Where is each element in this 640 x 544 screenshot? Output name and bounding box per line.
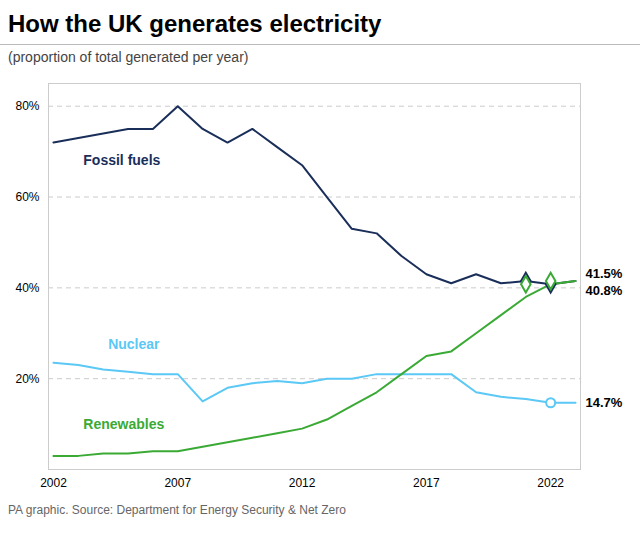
- svg-text:60%: 60%: [15, 190, 39, 204]
- svg-text:41.5%: 41.5%: [586, 266, 623, 281]
- svg-text:2002: 2002: [40, 476, 67, 490]
- svg-text:2012: 2012: [289, 476, 316, 490]
- svg-text:40%: 40%: [15, 281, 39, 295]
- svg-text:Renewables: Renewables: [83, 416, 164, 432]
- svg-text:Fossil fuels: Fossil fuels: [83, 152, 160, 168]
- svg-text:20%: 20%: [15, 372, 39, 386]
- svg-text:Nuclear: Nuclear: [108, 336, 160, 352]
- svg-text:40.8%: 40.8%: [586, 283, 623, 298]
- svg-text:2007: 2007: [164, 476, 191, 490]
- html-text:PA graphic. Source: Department: PA graphic. Source: Department for Energ…: [8, 503, 346, 517]
- html-text:(proportion of total generated: (proportion of total generated per year): [8, 49, 249, 65]
- svg-text:80%: 80%: [15, 99, 39, 113]
- svg-text:2022: 2022: [537, 476, 564, 490]
- html-text:How the UK generates electrici: How the UK generates electricity: [8, 10, 382, 37]
- svg-text:2017: 2017: [413, 476, 440, 490]
- svg-text:14.7%: 14.7%: [586, 395, 623, 410]
